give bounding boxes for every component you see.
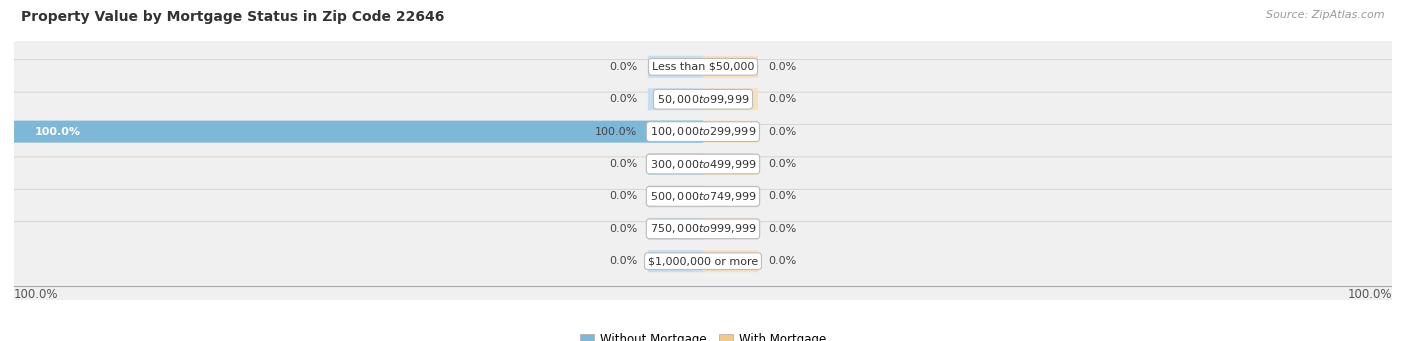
FancyBboxPatch shape [703, 186, 758, 207]
FancyBboxPatch shape [703, 56, 758, 78]
FancyBboxPatch shape [648, 250, 703, 272]
Text: $500,000 to $749,999: $500,000 to $749,999 [650, 190, 756, 203]
Text: $100,000 to $299,999: $100,000 to $299,999 [650, 125, 756, 138]
FancyBboxPatch shape [648, 56, 703, 78]
FancyBboxPatch shape [703, 153, 758, 175]
Legend: Without Mortgage, With Mortgage: Without Mortgage, With Mortgage [575, 329, 831, 341]
Text: 0.0%: 0.0% [609, 159, 637, 169]
FancyBboxPatch shape [703, 218, 758, 240]
Text: 0.0%: 0.0% [769, 191, 797, 202]
Text: $300,000 to $499,999: $300,000 to $499,999 [650, 158, 756, 170]
FancyBboxPatch shape [703, 88, 758, 110]
Text: 100.0%: 100.0% [595, 127, 637, 137]
FancyBboxPatch shape [648, 153, 703, 175]
Text: $1,000,000 or more: $1,000,000 or more [648, 256, 758, 266]
FancyBboxPatch shape [8, 27, 1398, 106]
FancyBboxPatch shape [648, 186, 703, 207]
Text: 0.0%: 0.0% [609, 256, 637, 266]
FancyBboxPatch shape [8, 157, 1398, 236]
FancyBboxPatch shape [8, 92, 1398, 171]
Text: Property Value by Mortgage Status in Zip Code 22646: Property Value by Mortgage Status in Zip… [21, 10, 444, 24]
Text: 100.0%: 100.0% [35, 127, 80, 137]
FancyBboxPatch shape [648, 121, 703, 143]
Text: 0.0%: 0.0% [609, 191, 637, 202]
Text: Less than $50,000: Less than $50,000 [652, 62, 754, 72]
FancyBboxPatch shape [8, 222, 1398, 301]
FancyBboxPatch shape [14, 121, 703, 143]
Text: 0.0%: 0.0% [769, 224, 797, 234]
Text: 0.0%: 0.0% [769, 159, 797, 169]
FancyBboxPatch shape [8, 60, 1398, 139]
Text: $50,000 to $99,999: $50,000 to $99,999 [657, 93, 749, 106]
Text: 0.0%: 0.0% [769, 256, 797, 266]
Text: 0.0%: 0.0% [769, 62, 797, 72]
Text: 0.0%: 0.0% [609, 224, 637, 234]
FancyBboxPatch shape [703, 250, 758, 272]
Text: 100.0%: 100.0% [14, 288, 59, 301]
FancyBboxPatch shape [8, 189, 1398, 268]
FancyBboxPatch shape [8, 124, 1398, 204]
FancyBboxPatch shape [648, 88, 703, 110]
Text: 0.0%: 0.0% [769, 94, 797, 104]
Text: 0.0%: 0.0% [609, 94, 637, 104]
FancyBboxPatch shape [703, 121, 758, 143]
Text: 0.0%: 0.0% [609, 62, 637, 72]
Text: $750,000 to $999,999: $750,000 to $999,999 [650, 222, 756, 235]
FancyBboxPatch shape [648, 218, 703, 240]
Text: Source: ZipAtlas.com: Source: ZipAtlas.com [1267, 10, 1385, 20]
Text: 100.0%: 100.0% [1347, 288, 1392, 301]
Text: 0.0%: 0.0% [769, 127, 797, 137]
